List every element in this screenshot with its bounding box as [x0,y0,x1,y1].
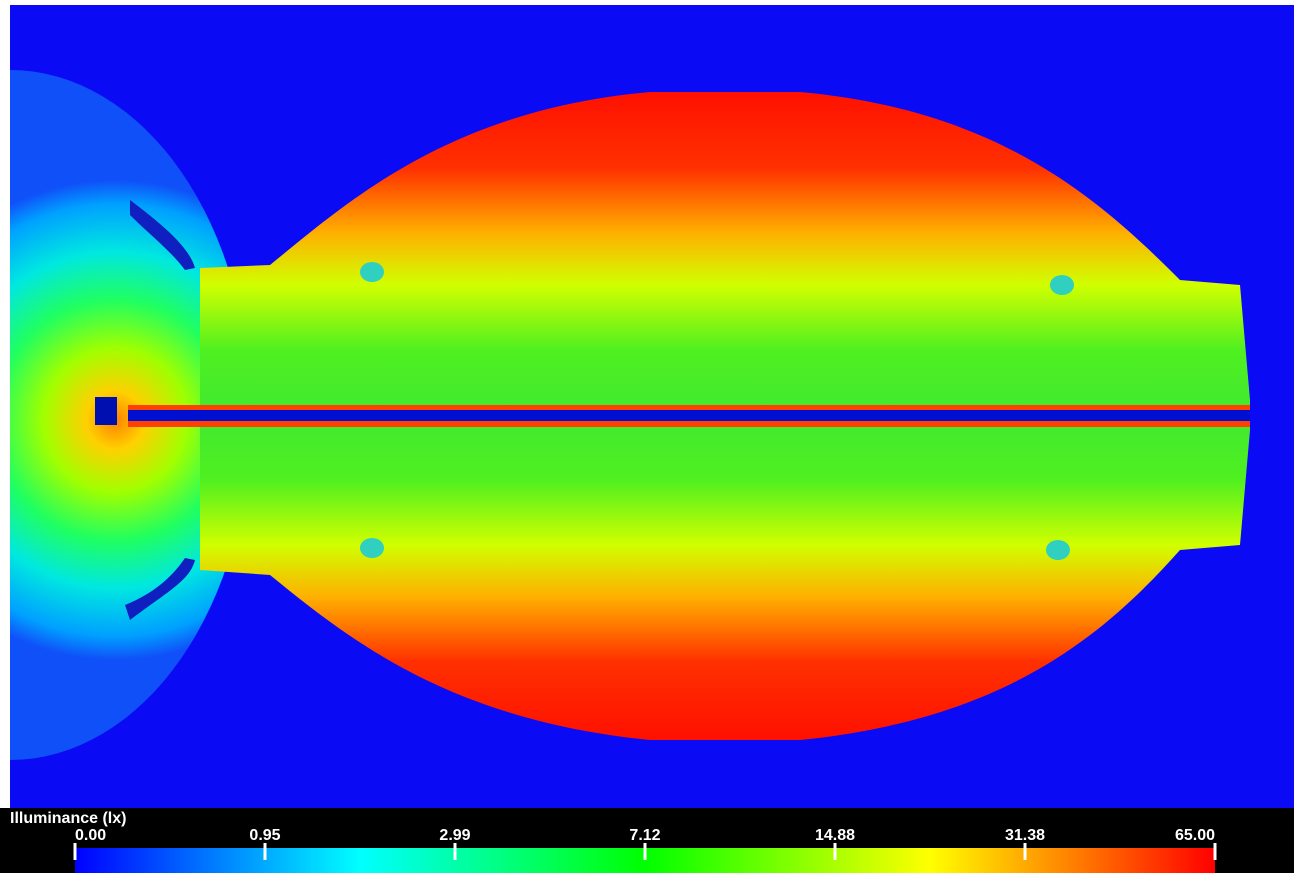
tick-label: 2.99 [439,827,470,844]
illuminance-map [10,5,1294,808]
tick-label: 31.38 [1005,827,1045,844]
tick-label: 7.12 [629,827,660,844]
legend-title: Illuminance (lx) [10,810,126,827]
screenshot: Illuminance (lx) 0.00 0.95 2.99 7.12 14.88 31… [0,0,1294,873]
tick-label: 0.00 [75,827,106,844]
tick-label: 0.95 [249,827,280,844]
tick-label: 14.88 [815,827,855,844]
tick-label: 65.00 [1175,827,1215,844]
